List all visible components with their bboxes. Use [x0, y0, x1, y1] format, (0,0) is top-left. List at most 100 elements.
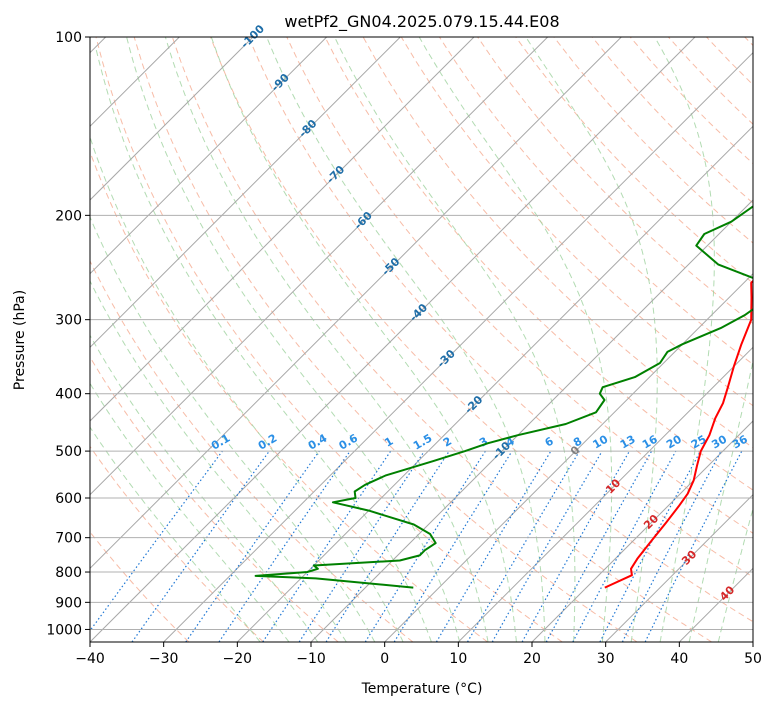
x-tick-label: −40: [75, 651, 105, 667]
mixing-ratio-label: 1.5: [411, 432, 434, 453]
dry-adiabat: [591, 37, 753, 204]
dry-adiabat: [248, 37, 753, 578]
mixing-ratio-line: [218, 450, 351, 642]
y-tick-label: 200: [55, 208, 82, 224]
isotherm: [90, 37, 401, 349]
moist-adiabat: [654, 37, 715, 642]
x-tick-label: 40: [670, 651, 688, 667]
dry-adiabat: [210, 37, 753, 623]
dry-adiabat: [90, 531, 190, 642]
mixing-ratio-label: 10: [590, 432, 610, 451]
isotherm: [90, 37, 696, 642]
profile-series: [254, 205, 753, 589]
isotherm: [384, 272, 753, 642]
x-tick-label: 20: [523, 651, 541, 667]
isotherm: [531, 420, 753, 642]
mixing-ratio-line: [262, 450, 392, 642]
mixing-ratio-line: [325, 450, 450, 642]
isotherm: [605, 493, 753, 642]
dry-adiabat: [286, 37, 753, 534]
mixing-ratio-line: [298, 450, 425, 642]
dry-adiabat: [171, 37, 712, 642]
mixing-ratio-label: 0.4: [306, 431, 330, 452]
y-axis-title: Pressure (hPa): [12, 290, 28, 390]
dry-adiabat: [90, 356, 339, 642]
mixing-ratio-line: [545, 450, 653, 642]
x-axis-title: Temperature (°C): [361, 681, 483, 697]
moist-adiabat: [90, 334, 319, 642]
y-tick-label: 700: [55, 531, 82, 547]
mixing-ratio-line: [90, 450, 223, 632]
moist-adiabat: [90, 215, 376, 642]
x-tick-label: −30: [149, 651, 179, 667]
isotherm-label: -20: [462, 393, 485, 416]
x-tick-label: 30: [597, 651, 615, 667]
mixing-ratio-line: [393, 450, 513, 642]
mixing-ratio-line: [435, 450, 552, 642]
mixing-ratio-label: 30: [709, 432, 729, 451]
dry-adiabat: [477, 37, 753, 325]
isotherm-label: -60: [352, 209, 375, 232]
moist-adiabat: [90, 135, 404, 642]
mixing-ratio-line: [185, 450, 320, 642]
y-tick-label: 600: [55, 491, 82, 507]
x-axis: −40 −30 −20 −10 0 10 20 30 40 50: [75, 642, 762, 667]
moist-adiabat: [90, 382, 290, 642]
temperature-line: [604, 279, 753, 589]
moist-adiabat: [418, 37, 613, 642]
y-tick-label: 800: [55, 565, 82, 581]
mixing-ratio-label: 16: [640, 432, 660, 451]
dry-adiabat: [706, 37, 753, 86]
y-tick-label: 900: [55, 595, 82, 611]
plot-frame: [89, 36, 754, 643]
mixing-ratio-label: 20: [664, 432, 684, 451]
y-tick-label: 100: [55, 30, 82, 46]
dry-adiabat: [668, 37, 753, 125]
x-tick-label: 10: [449, 651, 467, 667]
y-tick-label: 400: [55, 387, 82, 403]
mixing-ratio-line: [644, 450, 743, 642]
moist-adiabat: [688, 358, 753, 642]
isotherm: [90, 37, 622, 570]
background-lines: [90, 37, 753, 642]
y-tick-label: 300: [55, 313, 82, 329]
mixing-ratio-label: 0.1: [209, 432, 232, 453]
dry-adiabat: [515, 37, 753, 284]
dry-adiabat: [95, 37, 563, 642]
y-tick-label: 500: [55, 444, 82, 460]
x-tick-label: 50: [744, 651, 762, 667]
isotherm: [752, 641, 753, 642]
moist-adiabat: [126, 37, 461, 642]
moist-adiabat: [525, 37, 658, 642]
moist-adiabat: [90, 279, 347, 642]
moist-adiabat: [164, 37, 489, 642]
mixing-ratio-line: [521, 450, 631, 642]
chart-title: wetPf2_GN04.2025.079.15.44.E08: [284, 12, 559, 32]
y-tick-label: 1000: [46, 622, 82, 638]
isotherm: [90, 37, 254, 201]
x-tick-label: −10: [296, 651, 326, 667]
mixing-ratio-line: [572, 450, 677, 642]
isotherm: [90, 37, 328, 275]
mixing-ratio-label: 3: [477, 435, 490, 450]
moist-adiabat: [717, 506, 753, 642]
isotherm: [90, 37, 475, 422]
mixing-ratio-label: 6: [543, 434, 556, 449]
dry-adiabat: [324, 37, 753, 491]
y-axis: 100 200 300 400 500 600 700 800 900 1000: [46, 30, 90, 638]
isotherm: [457, 346, 753, 642]
moist-adiabat: [210, 37, 517, 642]
x-tick-label: −20: [223, 651, 253, 667]
dry-adiabat: [90, 445, 264, 642]
pressure-grid: [90, 37, 753, 630]
moist-adiabat: [90, 426, 261, 642]
moist-adiabat: [266, 37, 546, 642]
moist-adiabat: [95, 49, 432, 642]
isotherm-label: -80: [296, 117, 319, 140]
isotherm: [163, 51, 753, 642]
mixing-ratio-label: 13: [618, 433, 638, 452]
dry-adiabat: [744, 37, 753, 47]
mixing-ratio-label: 36: [730, 432, 750, 451]
isotherm: [310, 199, 753, 642]
